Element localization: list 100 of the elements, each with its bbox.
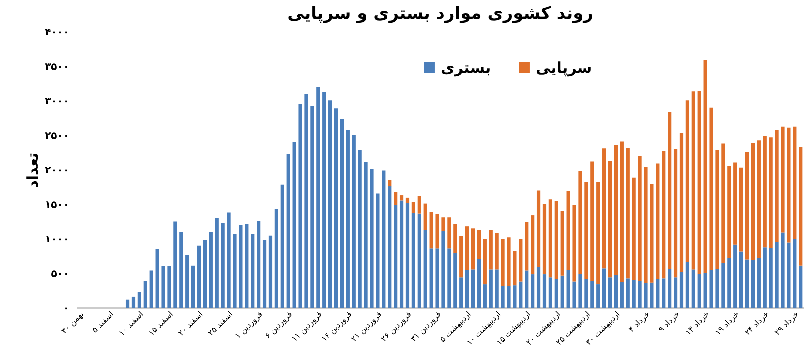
bar <box>418 196 422 214</box>
bar <box>775 242 779 308</box>
x-tick-label: ۲۵ اسفند <box>206 310 235 338</box>
bar <box>638 156 642 282</box>
bar <box>132 296 136 308</box>
bar <box>507 286 511 308</box>
bar <box>519 239 523 282</box>
y-tick-label: ۳۰۰۰ <box>45 96 70 108</box>
bar <box>781 126 785 233</box>
bar <box>448 218 452 249</box>
bar <box>203 240 208 308</box>
bar <box>560 211 564 276</box>
x-tick-label: ۱ فروردین <box>234 310 265 341</box>
bar <box>454 253 458 308</box>
bar <box>614 275 618 308</box>
bar <box>460 236 464 278</box>
x-tick-label: ۲۴ خرداد <box>743 310 771 338</box>
x-tick-label: ۵ اسفند <box>90 310 116 335</box>
y-tick-label: ۱۵۰۰ <box>45 200 70 211</box>
bar <box>322 92 326 308</box>
bar <box>757 140 761 258</box>
bar <box>513 251 517 286</box>
bar <box>400 200 404 308</box>
bar <box>156 249 160 308</box>
bar <box>436 214 440 249</box>
bar <box>536 190 541 268</box>
bar <box>466 270 470 308</box>
bar <box>495 233 499 270</box>
bar <box>298 104 302 308</box>
x-tick-label: ۱۹ خرداد <box>714 310 742 338</box>
bar <box>584 182 588 280</box>
bar <box>710 270 714 308</box>
bar <box>334 108 338 308</box>
bar <box>340 119 344 308</box>
bar <box>584 279 588 308</box>
bar <box>406 198 410 204</box>
bar <box>650 282 654 308</box>
bar <box>525 222 529 271</box>
x-tick-label: ۹ خرداد <box>657 310 682 334</box>
bar <box>656 279 660 308</box>
bar <box>722 263 726 308</box>
bar <box>531 216 535 275</box>
bar <box>644 284 648 308</box>
bar <box>162 266 166 308</box>
bar <box>352 136 356 308</box>
x-tick-label: ۶ فروردین <box>263 310 294 341</box>
bar <box>286 154 290 308</box>
bar <box>716 150 720 270</box>
bar <box>382 170 386 308</box>
bar <box>644 167 648 284</box>
bar <box>138 292 142 308</box>
bar <box>674 278 678 308</box>
bar <box>268 236 273 308</box>
bar <box>412 202 416 214</box>
y-tick-label: ۳۵۰۰ <box>45 62 70 73</box>
bar <box>566 270 570 308</box>
bar <box>280 184 284 308</box>
bar <box>477 230 482 260</box>
bar <box>316 87 320 308</box>
bar <box>542 204 547 275</box>
bar <box>686 100 690 262</box>
bar <box>186 255 190 308</box>
bar <box>668 269 672 308</box>
bar <box>602 148 606 269</box>
bar <box>763 248 767 308</box>
y-tick-label: ۵۰۰ <box>51 269 70 280</box>
x-tick-label: ۴ خرداد <box>627 310 652 334</box>
bar <box>483 284 487 308</box>
bar <box>554 279 558 308</box>
bar <box>394 192 398 206</box>
bar <box>144 281 148 308</box>
bar <box>596 182 600 285</box>
bar <box>400 196 404 201</box>
legend-label: بستری <box>441 58 492 77</box>
bar <box>620 282 624 308</box>
bar <box>722 144 726 264</box>
bar <box>769 138 773 248</box>
bar <box>566 191 570 270</box>
bar <box>751 143 756 260</box>
bar <box>662 278 666 308</box>
y-tick-label: ۴۰۰۰ <box>45 28 70 38</box>
bar <box>262 240 267 308</box>
bar <box>466 226 470 270</box>
y-tick-label: ۲۵۰۰ <box>45 131 70 142</box>
bar <box>680 272 684 308</box>
bar <box>233 234 237 308</box>
x-tick-label: ۱۴ خرداد <box>684 310 712 338</box>
bar <box>197 246 202 308</box>
bar <box>430 248 434 308</box>
bar <box>596 284 600 308</box>
bar <box>602 268 606 308</box>
bar <box>692 92 696 270</box>
bar <box>536 267 541 308</box>
bar <box>168 266 172 308</box>
bar <box>698 274 702 308</box>
bar <box>740 252 744 308</box>
bar <box>787 128 791 243</box>
bar <box>454 224 458 254</box>
bar <box>370 168 374 308</box>
bar <box>572 205 576 282</box>
